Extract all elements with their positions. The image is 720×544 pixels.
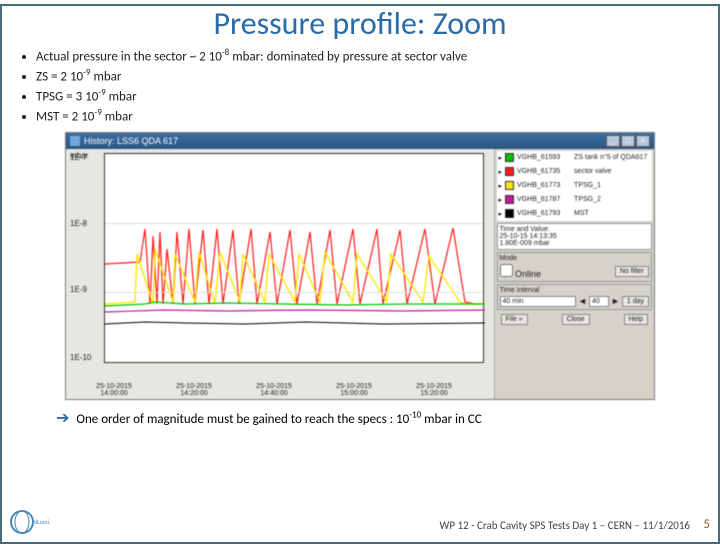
- xtick-label: 25-10-201515:00:00: [324, 383, 384, 397]
- info-l2: 25-10-15 14:13:35: [500, 233, 649, 240]
- bullet-item: TPSG = 3 10-9 mbar: [36, 87, 720, 106]
- legend-code: VGHB_61593: [517, 154, 571, 161]
- ytick-label: 1E-7: [70, 153, 87, 162]
- info-l1: Time and Value:: [500, 226, 649, 233]
- mode-box: Mode Online No filter: [497, 252, 652, 282]
- legend-swatch: [505, 181, 514, 190]
- bullet-list: Actual pressure in the sector ~ 2 10-8 m…: [36, 47, 720, 126]
- file-button[interactable]: File »: [501, 314, 528, 325]
- xtick-label: 25-10-201514:40:00: [244, 383, 304, 397]
- help-button[interactable]: Help: [624, 314, 648, 325]
- side-panel: ▸VGHB_61593ZS tank n°5 of QDA617▸VGHB_61…: [495, 149, 654, 399]
- interval-field[interactable]: 40 min: [500, 296, 577, 307]
- footer-text: WP 12 - Crab Cavity SPS Tests Day 1 – CE…: [440, 519, 690, 532]
- xtick-label: 25-10-201515:20:00: [404, 383, 464, 397]
- nofilter-button[interactable]: No filter: [615, 266, 649, 277]
- conclusion-text: One order of magnitude must be gained to…: [76, 412, 481, 427]
- online-label: Online: [515, 269, 541, 279]
- logo: HiLumi: [8, 508, 54, 536]
- interval-box: Time interval 40 min ◄ 40 ► 1 day: [497, 284, 652, 310]
- legend-swatch: [505, 195, 514, 204]
- legend-swatch: [505, 153, 514, 162]
- legend-row[interactable]: ▸VGHB_61735sector valve: [497, 165, 652, 179]
- legend-swatch: [505, 209, 514, 218]
- ytick-label: 1E-9: [70, 285, 87, 294]
- window-title: History: LSS6 QDA 617: [84, 136, 178, 146]
- legend-row[interactable]: ▸VGHB_61793MST: [497, 207, 652, 221]
- legend-row[interactable]: ▸VGHB_61593ZS tank n°5 of QDA617: [497, 151, 652, 165]
- legend: ▸VGHB_61593ZS tank n°5 of QDA617▸VGHB_61…: [497, 151, 652, 221]
- legend-row[interactable]: ▸VGHB_61773TPSG_1: [497, 179, 652, 193]
- slide-title: Pressure profile: Zoom: [0, 4, 720, 43]
- right-arrow-icon[interactable]: ►: [611, 296, 620, 306]
- ytick-label: 1E-8: [70, 219, 87, 228]
- left-arrow-icon[interactable]: ◄: [578, 296, 587, 306]
- bullet-item: ZS = 2 10-9 mbar: [36, 67, 720, 86]
- slide-number: 5: [703, 517, 710, 532]
- cursor-info: Time and Value: 25-10-15 14:13:35 1.80E-…: [497, 223, 652, 250]
- arrow-icon: ➔: [56, 409, 69, 428]
- maximize-button[interactable]: □: [621, 135, 635, 147]
- day-button[interactable]: 1 day: [622, 296, 649, 307]
- mode-header: Mode: [500, 255, 649, 262]
- legend-swatch: [505, 167, 514, 176]
- legend-code: VGHB_61773: [517, 182, 571, 189]
- legend-row[interactable]: ▸VGHB_61787TPSG_2: [497, 193, 652, 207]
- bullet-item: MST = 2 10-9 mbar: [36, 107, 720, 126]
- close-dialog-button[interactable]: Close: [562, 314, 590, 325]
- conclusion: ➔ One order of magnitude must be gained …: [56, 408, 684, 428]
- close-button[interactable]: ×: [636, 135, 650, 147]
- legend-desc: TPSG_1: [574, 182, 601, 189]
- legend-code: VGHB_61787: [517, 196, 571, 203]
- window-titlebar: History: LSS6 QDA 617 _ □ ×: [66, 133, 654, 149]
- info-l3: 1.80E-009 mbar: [500, 240, 649, 247]
- xtick-label: 25-10-201514:20:00: [164, 383, 224, 397]
- history-window: History: LSS6 QDA 617 _ □ × mbar 1E-71E-…: [65, 132, 655, 400]
- legend-desc: MST: [574, 210, 589, 217]
- legend-code: VGHB_61793: [517, 210, 571, 217]
- ytick-label: 1E-10: [70, 353, 91, 362]
- online-checkbox[interactable]: Online: [500, 264, 542, 279]
- chart-plot: [104, 153, 484, 363]
- window-icon: [70, 136, 80, 146]
- minimize-button[interactable]: _: [606, 135, 620, 147]
- spin-field[interactable]: 40: [589, 296, 609, 307]
- legend-desc: sector valve: [574, 168, 611, 175]
- bullet-item: Actual pressure in the sector ~ 2 10-8 m…: [36, 47, 720, 66]
- legend-desc: ZS tank n°5 of QDA617: [574, 154, 647, 161]
- interval-header: Time interval: [500, 287, 649, 294]
- legend-code: VGHB_61735: [517, 168, 571, 175]
- chart-svg: [105, 154, 485, 364]
- legend-desc: TPSG_2: [574, 196, 601, 203]
- svg-text:HiLumi: HiLumi: [32, 518, 50, 526]
- xtick-label: 25-10-201514:00:00: [84, 383, 144, 397]
- chart-area: mbar 1E-71E-81E-91E-1025-10-201514:00:00…: [66, 149, 495, 399]
